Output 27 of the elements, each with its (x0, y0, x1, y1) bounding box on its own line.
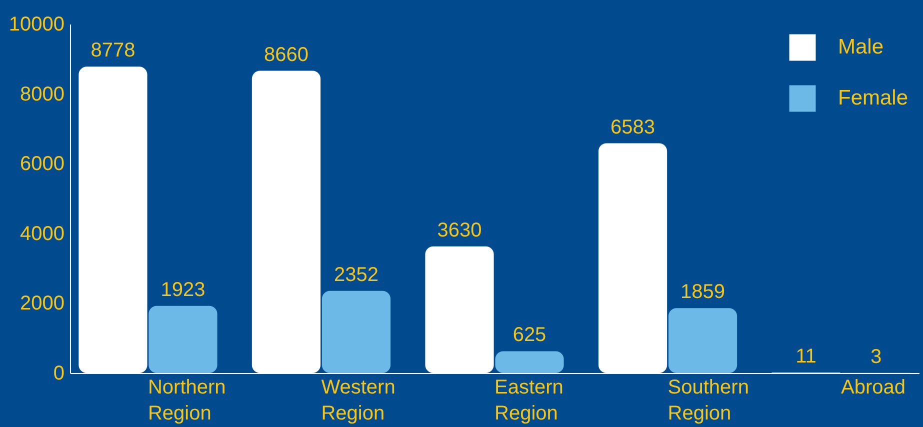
data-label: 1859 (680, 281, 726, 304)
data-label: 3 (870, 346, 882, 368)
bar (148, 306, 218, 373)
x-tick-label: Abroad (841, 376, 906, 398)
x-tick-label: Southern Region (668, 376, 749, 424)
legend-label: Male (838, 36, 884, 58)
bar (322, 290, 391, 373)
data-label: 8778 (90, 40, 136, 62)
data-label: 1923 (160, 278, 206, 301)
data-label: 625 (512, 324, 546, 346)
legend-label: Female (838, 86, 908, 110)
data-label: 3630 (437, 219, 482, 242)
x-tick-label: Northern Region (148, 376, 226, 424)
x-tick-label: Eastern Region (494, 376, 564, 424)
data-label: 8660 (264, 44, 308, 66)
y-tick-label: 4000 (20, 222, 64, 245)
data-label: 6583 (610, 116, 656, 138)
data-label: 2352 (334, 264, 378, 286)
y-tick-label: 2000 (20, 292, 64, 315)
x-tick-label: Western Region (321, 376, 396, 424)
y-tick-label: 10000 (8, 14, 64, 36)
data-label: 11 (796, 346, 816, 368)
y-tick-label: 8000 (20, 83, 64, 106)
y-tick-label: 6000 (20, 153, 64, 176)
bar (495, 351, 564, 373)
bar (668, 308, 738, 373)
y-tick-label: 0 (53, 362, 64, 384)
